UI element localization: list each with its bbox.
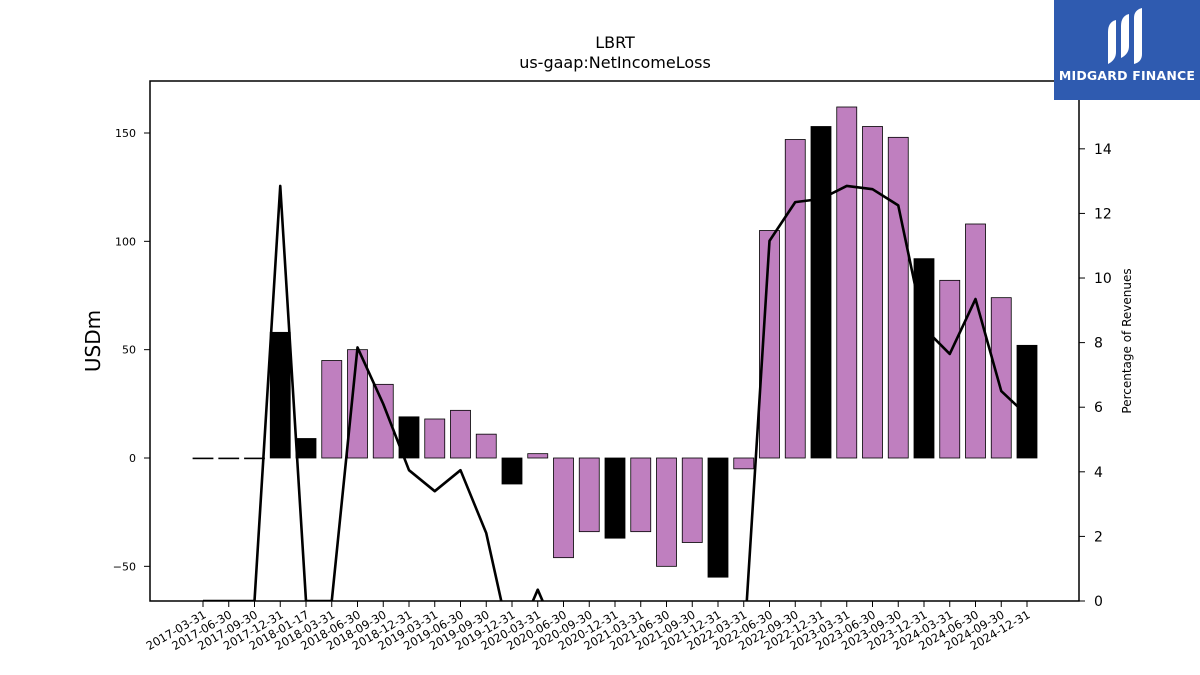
bar: [475, 433, 497, 459]
bar: [759, 230, 780, 459]
bar: [244, 457, 265, 460]
bar: [990, 297, 1012, 459]
y2-tick-label: 0: [1094, 594, 1103, 610]
series-line: [203, 184, 1028, 601]
bar: [398, 416, 420, 459]
y2-axis-label: Percentage of Revenues: [1120, 268, 1134, 413]
bar: [681, 457, 703, 543]
logo-text: MIDGARD FINANCE: [1058, 68, 1196, 83]
bar: [450, 409, 471, 459]
bar: [527, 453, 549, 459]
bar: [501, 457, 523, 485]
bar: [965, 223, 986, 459]
bar: [733, 457, 755, 470]
y-tick-label: −50: [113, 560, 136, 573]
bar: [372, 383, 394, 459]
bar: [939, 279, 961, 459]
y-tick-label: 0: [129, 452, 136, 465]
y2-tick-label: 4: [1094, 465, 1103, 481]
bar: [192, 457, 214, 460]
chart-title: LBRT: [595, 33, 635, 52]
bar: [707, 457, 729, 578]
bar: [656, 457, 677, 567]
bar: [887, 136, 909, 459]
midgard-logo-icon: [1108, 8, 1142, 64]
bar: [862, 126, 883, 459]
y-tick-label: 50: [122, 344, 136, 357]
bar: [553, 457, 574, 559]
bar: [630, 457, 652, 533]
y-tick-label: 100: [115, 235, 136, 248]
bar: [604, 457, 626, 539]
y2-tick-label: 12: [1094, 206, 1112, 222]
bar: [810, 126, 832, 459]
y2-tick-label: 10: [1094, 271, 1112, 287]
bar: [784, 139, 806, 459]
bar: [1016, 344, 1038, 459]
bar: [218, 457, 240, 460]
bar: [836, 106, 858, 459]
bar: [269, 331, 291, 459]
bar: [424, 418, 446, 459]
plot-area: −50050100150024681012142017-03-312017-06…: [113, 80, 1112, 653]
bar: [321, 360, 343, 459]
bar: [295, 438, 317, 459]
logo: MIDGARD FINANCE: [1054, 0, 1200, 100]
y2-tick-label: 6: [1094, 400, 1103, 416]
bar: [578, 457, 600, 533]
y-axis-label: USDm: [81, 310, 105, 372]
y2-tick-label: 8: [1094, 336, 1103, 352]
y2-tick-label: 14: [1094, 142, 1112, 158]
chart-subtitle: us-gaap:NetIncomeLoss: [519, 53, 711, 72]
y-tick-label: 150: [115, 127, 136, 140]
y2-tick-label: 2: [1094, 529, 1103, 545]
